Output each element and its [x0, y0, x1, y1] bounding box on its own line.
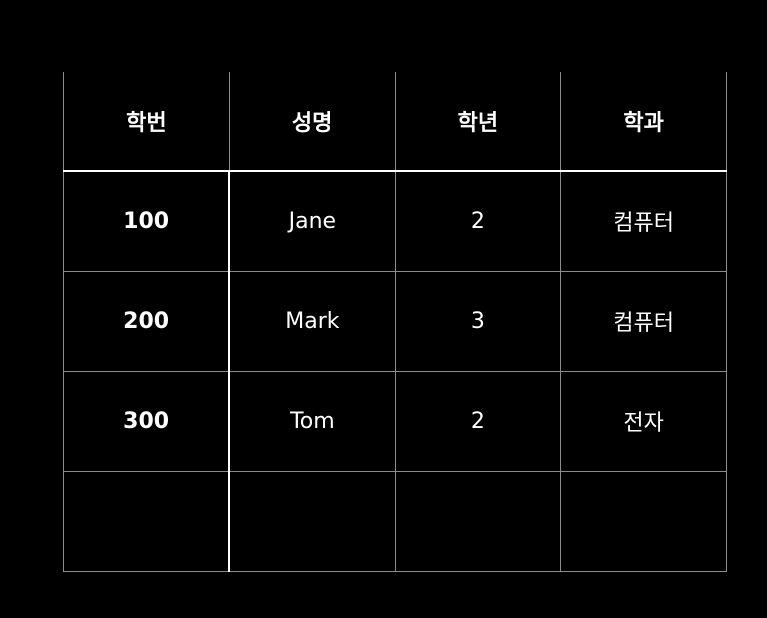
header-grade: 학년 [394, 72, 562, 172]
cell-name: Tom [228, 370, 396, 472]
header-row: 학번 성명 학년 학과 [63, 72, 727, 172]
cell-grade: 3 [394, 270, 562, 372]
cell-grade: 2 [394, 370, 562, 472]
cell-grade [394, 470, 562, 572]
cell-name: Jane [228, 170, 396, 272]
cell-department: 컴퓨터 [560, 170, 727, 272]
header-name: 성명 [228, 72, 396, 172]
cell-student-id [63, 470, 231, 572]
header-student-id: 학번 [63, 72, 230, 172]
cell-student-id: 200 [63, 270, 231, 372]
student-table-container: 학번 성명 학년 학과 100 Jane 2 컴퓨터 200 Mark 3 컴퓨… [63, 72, 727, 572]
cell-name: Mark [228, 270, 396, 372]
cell-grade: 2 [394, 170, 562, 272]
cell-department: 컴퓨터 [560, 270, 727, 372]
table-row: 200 Mark 3 컴퓨터 [63, 270, 727, 372]
cell-student-id: 300 [63, 370, 231, 472]
cell-student-id: 100 [63, 170, 231, 272]
cell-department: 전자 [560, 370, 727, 472]
table-row-empty [63, 470, 727, 572]
cell-name [228, 470, 396, 572]
cell-department [560, 470, 727, 572]
table-row: 300 Tom 2 전자 [63, 370, 727, 472]
student-table: 학번 성명 학년 학과 100 Jane 2 컴퓨터 200 Mark 3 컴퓨… [63, 72, 727, 572]
header-department: 학과 [560, 72, 727, 172]
table-row: 100 Jane 2 컴퓨터 [63, 170, 727, 272]
